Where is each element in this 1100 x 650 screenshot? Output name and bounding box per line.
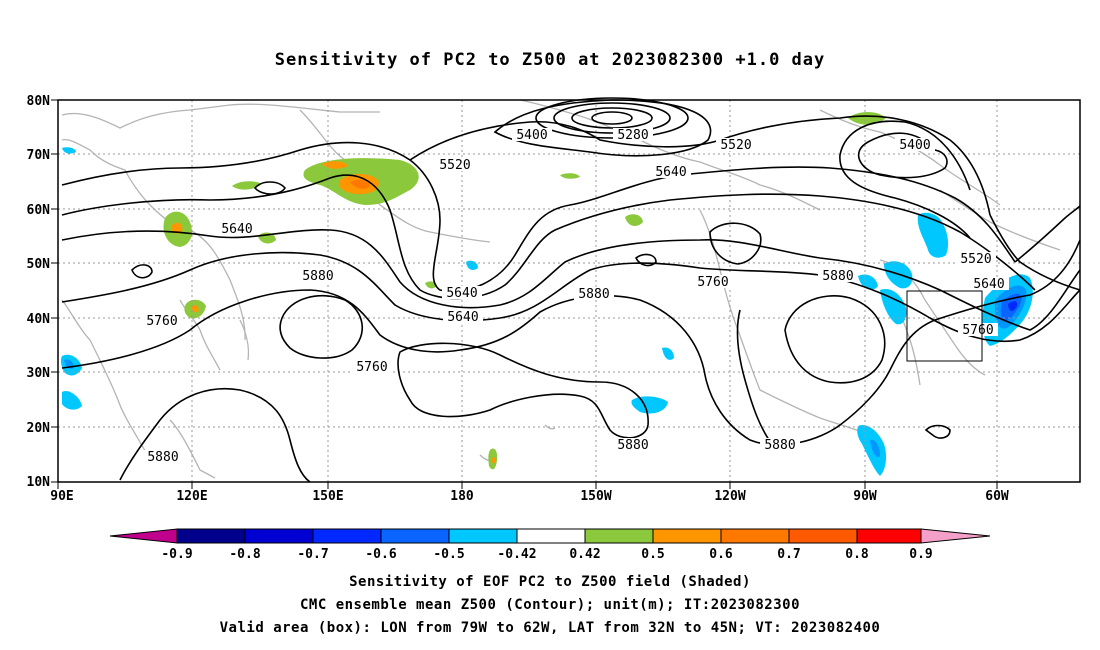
caption-line-1: Sensitivity of EOF PC2 to Z500 field (Sh… <box>349 574 751 590</box>
map-frame <box>57 99 1081 483</box>
lon-label: 120W <box>714 489 745 504</box>
svg-text:5880: 5880 <box>764 438 795 453</box>
contour-label: 5760 <box>142 314 182 329</box>
colorbar-label: 0.9 <box>909 547 932 562</box>
colorbar-swatch <box>652 528 722 544</box>
svg-text:5760: 5760 <box>146 314 177 329</box>
contour-label: 5520 <box>956 252 996 267</box>
lon-label: 150W <box>580 489 611 504</box>
colorbar-swatch <box>448 528 518 544</box>
colorbar-swatch <box>584 528 654 544</box>
colorbar <box>109 528 991 544</box>
svg-text:5520: 5520 <box>960 252 991 267</box>
svg-text:5400: 5400 <box>899 138 930 153</box>
lon-label: 90E <box>50 489 73 504</box>
colorbar-label: 0.7 <box>777 547 800 562</box>
svg-text:5280: 5280 <box>617 128 648 143</box>
svg-text:5760: 5760 <box>697 275 728 290</box>
lon-label: 120E <box>176 489 207 504</box>
lon-label: 180 <box>450 489 474 504</box>
colorbar-label: 0.6 <box>709 547 733 562</box>
svg-text:5760: 5760 <box>962 323 993 338</box>
contour-label: 5880 <box>143 450 183 465</box>
svg-text:5640: 5640 <box>655 165 686 180</box>
sensitivity-shading <box>60 112 1033 476</box>
tick-marks <box>51 99 998 489</box>
colorbar-arrow-right <box>920 528 991 544</box>
colorbar-label: 0.5 <box>641 547 664 562</box>
svg-text:5880: 5880 <box>822 269 853 284</box>
contour-label: 5760 <box>352 360 392 375</box>
colorbar-swatch <box>176 528 246 544</box>
contour-label: 5400 <box>512 128 552 143</box>
lat-label: 40N <box>27 312 51 327</box>
lon-labels: 90E 120E 150E 180 150W 120W 90W 60W <box>50 489 1009 504</box>
colorbar-label: -0.42 <box>497 547 536 562</box>
contour-label: 5880 <box>613 438 653 453</box>
colorbar-label: -0.7 <box>297 547 328 562</box>
colorbar-arrow-left <box>109 528 178 544</box>
lat-label: 70N <box>27 148 51 163</box>
svg-text:5640: 5640 <box>447 310 478 325</box>
svg-text:5400: 5400 <box>516 128 547 143</box>
colorbar-swatch <box>380 528 450 544</box>
contour-label: 5640 <box>443 310 483 325</box>
contour-label: 5640 <box>969 277 1009 292</box>
lat-label: 50N <box>27 257 51 272</box>
caption-line-3: Valid area (box): LON from 79W to 62W, L… <box>219 620 881 636</box>
contour-label: 5640 <box>651 165 691 180</box>
contour-label: 5880 <box>760 438 800 453</box>
contour-label: 5880 <box>574 287 614 302</box>
svg-text:5880: 5880 <box>617 438 648 453</box>
lat-label: 10N <box>27 475 51 490</box>
svg-text:5640: 5640 <box>446 286 477 301</box>
plot-title: Sensitivity of PC2 to Z500 at 2023082300… <box>274 50 826 70</box>
svg-text:5880: 5880 <box>302 269 333 284</box>
lon-label: 60W <box>985 489 1009 504</box>
colorbar-swatch <box>244 528 314 544</box>
lat-label: 20N <box>27 421 51 436</box>
colorbar-label: 0.42 <box>569 547 600 562</box>
colorbar-label: -0.8 <box>229 547 260 562</box>
colorbar-label: -0.5 <box>433 547 464 562</box>
colorbar-label: -0.9 <box>161 547 192 562</box>
colorbar-swatch <box>856 528 922 544</box>
contour-label: 5880 <box>298 269 338 284</box>
svg-text:5880: 5880 <box>578 287 609 302</box>
svg-text:5520: 5520 <box>720 138 751 153</box>
colorbar-swatch <box>788 528 858 544</box>
colorbar-labels: -0.9 -0.8 -0.7 -0.6 -0.5 -0.42 0.42 0.5 … <box>161 547 932 562</box>
contour-label: 5760 <box>958 323 998 338</box>
colorbar-label: 0.8 <box>845 547 869 562</box>
colorbar-swatch <box>312 528 382 544</box>
svg-text:5520: 5520 <box>439 158 470 173</box>
colorbar-swatch <box>720 528 790 544</box>
svg-text:5640: 5640 <box>221 222 252 237</box>
colorbar-label: -0.6 <box>365 547 396 562</box>
svg-text:5760: 5760 <box>356 360 387 375</box>
contour-labels: 5400 5280 5520 5400 5520 5640 5520 5640 … <box>142 128 1009 465</box>
lon-label: 150E <box>312 489 343 504</box>
lat-label: 60N <box>27 203 51 218</box>
contour-label: 5880 <box>818 269 858 284</box>
svg-text:5880: 5880 <box>147 450 178 465</box>
lat-label: 80N <box>27 94 51 109</box>
caption-line-2: CMC ensemble mean Z500 (Contour); unit(m… <box>299 597 800 613</box>
contour-label: 5520 <box>435 158 475 173</box>
valid-area-box <box>906 290 983 362</box>
contour-label: 5280 <box>613 128 653 143</box>
svg-text:5640: 5640 <box>973 277 1004 292</box>
lat-labels: 80N 70N 60N 50N 40N 30N 20N 10N <box>27 94 51 490</box>
colorbar-swatch <box>516 528 586 544</box>
contour-label: 5520 <box>716 138 756 153</box>
contour-label: 5640 <box>442 286 482 301</box>
contour-label: 5760 <box>693 275 733 290</box>
contour-label: 5640 <box>217 222 257 237</box>
lon-label: 90W <box>853 489 877 504</box>
lat-label: 30N <box>27 366 51 381</box>
contour-label: 5400 <box>895 138 935 153</box>
